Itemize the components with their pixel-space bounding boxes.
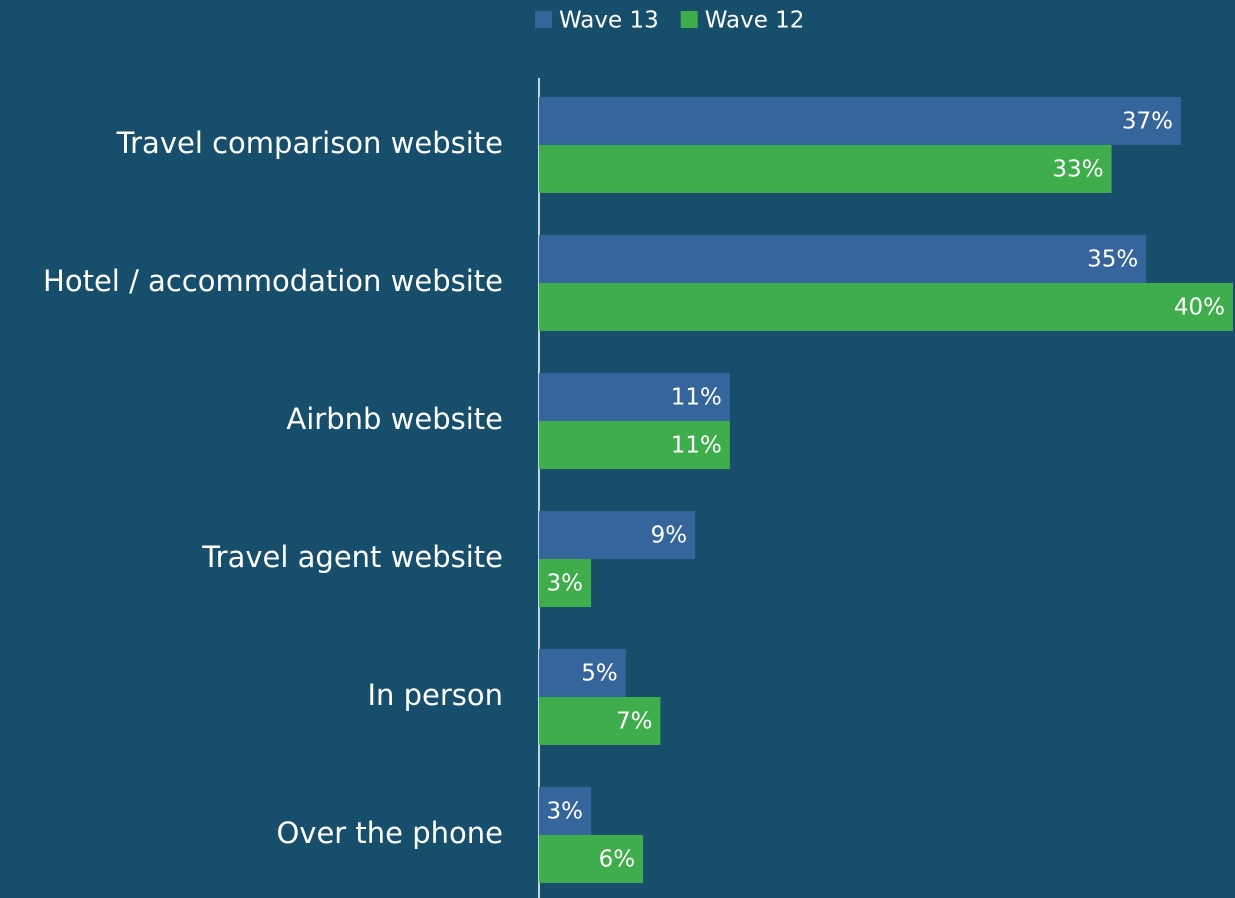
bar — [539, 373, 730, 421]
category-label: Airbnb website — [286, 402, 503, 436]
bar — [539, 835, 644, 883]
value-label: 7% — [616, 709, 653, 735]
category-label: Travel agent website — [201, 540, 503, 574]
bar — [539, 649, 626, 697]
bar — [539, 97, 1181, 145]
legend-swatch — [535, 11, 552, 28]
bar — [539, 283, 1233, 331]
value-label: 33% — [1052, 157, 1103, 183]
value-label: 37% — [1122, 109, 1173, 135]
bar — [539, 511, 696, 559]
category-label: Hotel / accommodation website — [43, 264, 503, 298]
value-label: 3% — [547, 799, 584, 825]
value-label: 11% — [671, 433, 722, 459]
value-label: 5% — [581, 661, 618, 687]
value-label: 6% — [599, 847, 636, 873]
value-label: 3% — [547, 571, 584, 597]
legend-label: Wave 12 — [705, 8, 805, 34]
category-label: Travel comparison website — [116, 126, 503, 160]
legend-swatch — [680, 11, 698, 28]
legend-label: Wave 13 — [559, 8, 659, 34]
value-label: 9% — [651, 523, 688, 549]
bar — [539, 787, 592, 835]
category-label: In person — [367, 678, 503, 712]
value-label: 35% — [1087, 247, 1138, 273]
category-label: Over the phone — [276, 816, 503, 850]
bar — [539, 421, 730, 469]
bar — [539, 559, 592, 607]
bar — [539, 697, 661, 745]
bar — [539, 145, 1112, 193]
value-label: 11% — [671, 385, 722, 411]
bar — [539, 235, 1147, 283]
value-label: 40% — [1174, 295, 1225, 321]
